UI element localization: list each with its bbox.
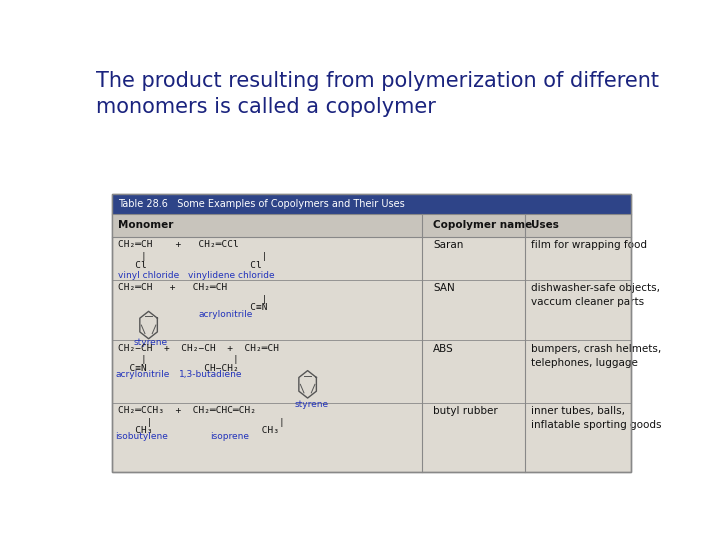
Text: |               |: | | <box>118 355 238 364</box>
Text: dishwasher-safe objects,
vaccum cleaner parts: dishwasher-safe objects, vaccum cleaner … <box>531 284 660 307</box>
Text: CH₂−CH  +  CH₂−CH  +  CH₂═CH: CH₂−CH + CH₂−CH + CH₂═CH <box>118 343 279 353</box>
Text: film for wrapping food: film for wrapping food <box>531 240 647 250</box>
Text: The product resulting from polymerization of different
monomers is called a copo: The product resulting from polymerizatio… <box>96 71 659 117</box>
Text: Saran: Saran <box>433 240 464 250</box>
Bar <box>112 214 631 237</box>
Text: Monomer: Monomer <box>118 220 174 230</box>
Text: isoprene: isoprene <box>210 432 249 441</box>
Text: Uses: Uses <box>531 220 559 230</box>
Text: C≡N: C≡N <box>118 303 267 313</box>
Bar <box>112 194 631 472</box>
Text: acrylonitrile: acrylonitrile <box>115 370 169 379</box>
Text: 1,3-butadiene: 1,3-butadiene <box>179 370 243 379</box>
Text: Table 28.6   Some Examples of Copolymers and Their Uses: Table 28.6 Some Examples of Copolymers a… <box>118 199 405 208</box>
Text: Copolymer name: Copolymer name <box>433 220 532 230</box>
Text: CH₂═CH   +   CH₂═CH: CH₂═CH + CH₂═CH <box>118 284 227 293</box>
Text: |: | <box>118 295 267 304</box>
Text: styrene: styrene <box>294 400 328 409</box>
Text: styrene: styrene <box>133 338 168 347</box>
Text: acrylonitrile: acrylonitrile <box>199 309 253 319</box>
Text: bumpers, crash helmets,
telephones, luggage: bumpers, crash helmets, telephones, lugg… <box>531 343 661 368</box>
Text: CH₂═CH    +   CH₂═CCl: CH₂═CH + CH₂═CCl <box>118 240 238 249</box>
Text: |                    |: | | <box>118 252 267 261</box>
Text: vinylidene chloride: vinylidene chloride <box>188 272 274 280</box>
Text: vinyl chloride: vinyl chloride <box>118 272 179 280</box>
Text: isobutylene: isobutylene <box>115 432 168 441</box>
Bar <box>112 194 631 214</box>
Text: Cl                  Cl: Cl Cl <box>118 261 261 271</box>
Text: butyl rubber: butyl rubber <box>433 406 498 416</box>
Text: CH₃                   CH₃: CH₃ CH₃ <box>118 426 279 435</box>
Bar <box>112 194 631 472</box>
Text: ABS: ABS <box>433 343 454 354</box>
Text: CH₂═CCH₃  +  CH₂═CHC═CH₂: CH₂═CCH₃ + CH₂═CHC═CH₂ <box>118 406 256 415</box>
Text: SAN: SAN <box>433 284 455 293</box>
Text: |                      |: | | <box>118 418 284 427</box>
Text: inner tubes, balls,
inflatable sporting goods: inner tubes, balls, inflatable sporting … <box>531 406 661 430</box>
Text: C≡N          CH−CH₂: C≡N CH−CH₂ <box>118 363 238 373</box>
